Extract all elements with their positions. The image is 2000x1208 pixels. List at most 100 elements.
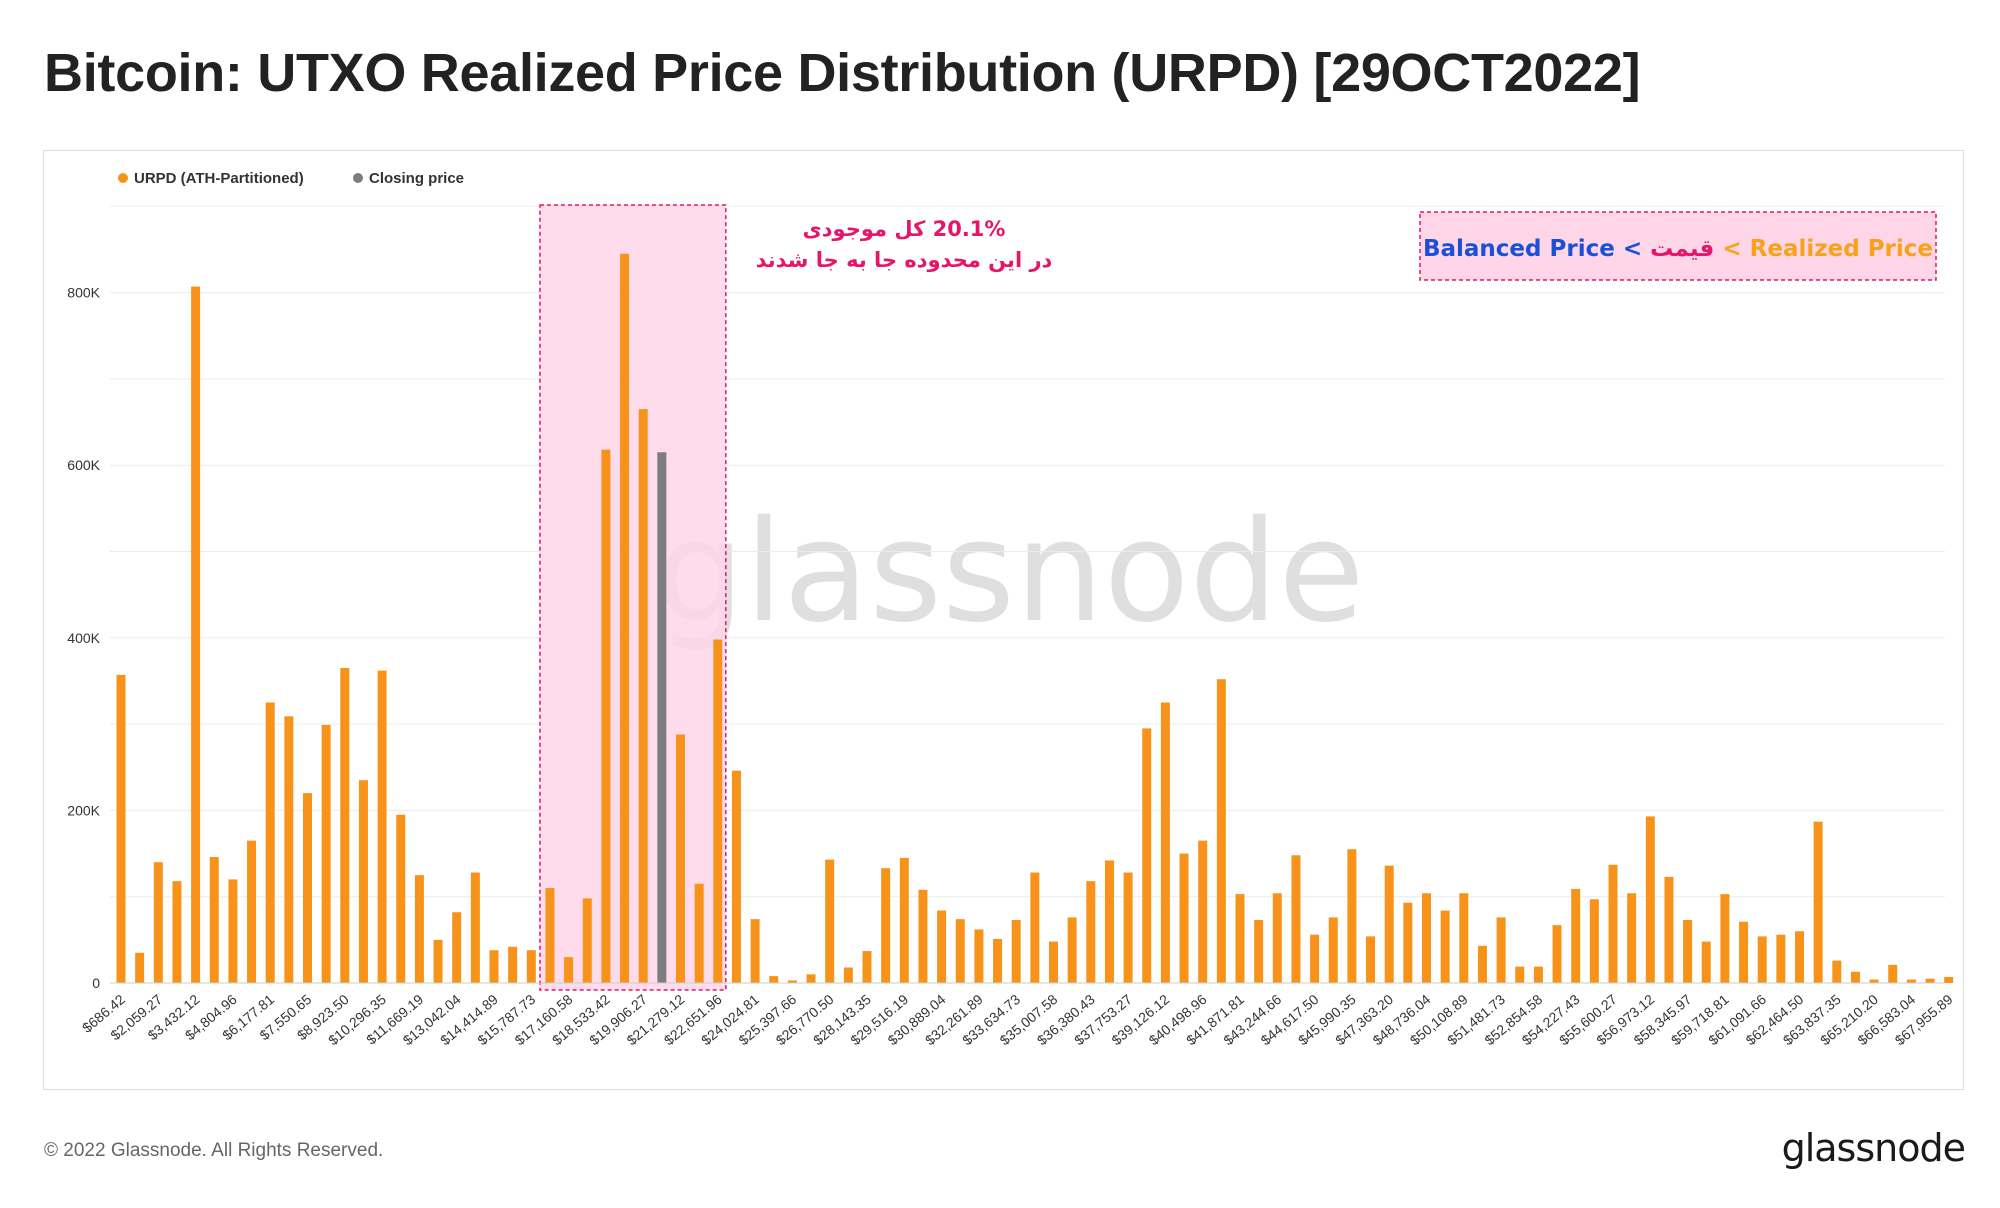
urpd-bar[interactable] (247, 840, 257, 983)
urpd-bar[interactable] (1403, 902, 1413, 983)
urpd-bar[interactable] (638, 409, 648, 983)
urpd-bar[interactable] (228, 879, 238, 983)
urpd-bar[interactable] (470, 872, 480, 983)
urpd-bar[interactable] (1813, 821, 1823, 983)
urpd-bar[interactable] (1235, 894, 1245, 983)
closing-price-bar[interactable] (657, 452, 667, 983)
urpd-bar[interactable] (1906, 979, 1916, 983)
urpd-bar[interactable] (1179, 853, 1189, 983)
urpd-bar[interactable] (396, 814, 406, 983)
urpd-bar[interactable] (1328, 917, 1338, 983)
urpd-bar[interactable] (1869, 979, 1879, 983)
urpd-bar[interactable] (1925, 978, 1935, 983)
urpd-bar[interactable] (1776, 934, 1786, 983)
urpd-bar[interactable] (993, 938, 1003, 983)
urpd-bar[interactable] (1832, 960, 1842, 983)
urpd-bar[interactable] (1216, 679, 1226, 983)
urpd-bar[interactable] (1533, 966, 1543, 983)
urpd-bar[interactable] (806, 974, 816, 983)
urpd-bar[interactable] (564, 957, 574, 983)
urpd-bar[interactable] (358, 780, 368, 983)
urpd-bar[interactable] (713, 639, 723, 983)
urpd-bar[interactable] (1552, 925, 1562, 983)
urpd-bar[interactable] (489, 950, 499, 983)
urpd-bar[interactable] (1608, 864, 1618, 983)
urpd-bar[interactable] (1067, 917, 1077, 983)
urpd-bar[interactable] (1030, 872, 1040, 983)
urpd-bar[interactable] (1888, 964, 1898, 983)
urpd-bar[interactable] (1272, 893, 1282, 983)
urpd-bar[interactable] (620, 253, 630, 983)
urpd-bar[interactable] (1627, 893, 1637, 983)
urpd-bar[interactable] (1347, 849, 1357, 983)
urpd-bar[interactable] (862, 951, 872, 983)
urpd-bar[interactable] (1459, 893, 1469, 983)
urpd-bar[interactable] (1160, 702, 1170, 983)
urpd-bar[interactable] (1683, 920, 1693, 983)
urpd-bar[interactable] (1366, 936, 1376, 983)
urpd-bar[interactable] (265, 702, 275, 983)
urpd-bar[interactable] (731, 770, 741, 983)
urpd-bar[interactable] (1254, 920, 1264, 983)
urpd-bar[interactable] (1850, 971, 1860, 983)
urpd-bar[interactable] (1739, 921, 1749, 983)
urpd-bar[interactable] (694, 883, 704, 983)
urpd-bar[interactable] (1142, 728, 1152, 983)
urpd-bar[interactable] (1795, 931, 1804, 983)
urpd-bar[interactable] (1123, 872, 1133, 983)
urpd-bar[interactable] (452, 912, 462, 983)
urpd-bar[interactable] (1589, 899, 1599, 983)
urpd-bar[interactable] (545, 888, 555, 983)
urpd-bar[interactable] (284, 716, 294, 983)
urpd-bar[interactable] (1384, 865, 1394, 983)
urpd-bar[interactable] (769, 976, 779, 983)
urpd-bar[interactable] (1477, 945, 1487, 983)
urpd-bar[interactable] (1291, 855, 1301, 983)
urpd-bar[interactable] (1664, 876, 1674, 983)
urpd-bar[interactable] (526, 950, 536, 983)
urpd-bar[interactable] (1440, 910, 1450, 983)
urpd-bar[interactable] (1310, 934, 1320, 983)
urpd-bar[interactable] (209, 857, 219, 983)
urpd-bar[interactable] (1422, 893, 1431, 983)
urpd-bar[interactable] (1701, 941, 1711, 983)
urpd-bar[interactable] (582, 898, 592, 983)
urpd-bar[interactable] (508, 946, 518, 983)
urpd-bar[interactable] (414, 875, 424, 984)
urpd-bar[interactable] (1757, 936, 1767, 983)
urpd-bar[interactable] (881, 868, 891, 983)
urpd-bar[interactable] (1571, 888, 1581, 983)
urpd-bar[interactable] (172, 881, 182, 983)
urpd-bar[interactable] (825, 859, 835, 983)
urpd-bar[interactable] (1011, 920, 1021, 983)
urpd-bar[interactable] (1645, 816, 1655, 983)
urpd-bar[interactable] (843, 967, 853, 983)
urpd-bar[interactable] (955, 919, 965, 983)
urpd-bar[interactable] (787, 980, 797, 983)
legend-closing-label[interactable]: Closing price (369, 170, 464, 187)
urpd-bar[interactable] (918, 889, 928, 983)
legend-urpd-label[interactable]: URPD (ATH-Partitioned) (134, 170, 304, 187)
urpd-bar[interactable] (676, 734, 685, 983)
urpd-bar[interactable] (1198, 840, 1208, 983)
urpd-bar[interactable] (899, 857, 909, 983)
urpd-bar[interactable] (135, 952, 145, 983)
urpd-bar[interactable] (340, 668, 350, 983)
urpd-bar[interactable] (1515, 966, 1525, 983)
urpd-bar[interactable] (116, 674, 126, 983)
urpd-bar[interactable] (1496, 917, 1506, 983)
urpd-bar[interactable] (433, 939, 443, 983)
urpd-bar[interactable] (974, 929, 984, 983)
urpd-bar[interactable] (1104, 860, 1114, 983)
urpd-bar[interactable] (937, 910, 947, 983)
urpd-bar[interactable] (1049, 941, 1058, 983)
urpd-bar[interactable] (191, 286, 201, 983)
urpd-bar[interactable] (1086, 881, 1096, 983)
urpd-bar[interactable] (1720, 894, 1730, 983)
urpd-bar[interactable] (750, 919, 760, 983)
urpd-bar[interactable] (601, 449, 611, 983)
urpd-bar[interactable] (377, 670, 387, 983)
urpd-bar[interactable] (153, 862, 163, 983)
urpd-bar[interactable] (1944, 976, 1954, 983)
urpd-bar[interactable] (303, 793, 312, 983)
